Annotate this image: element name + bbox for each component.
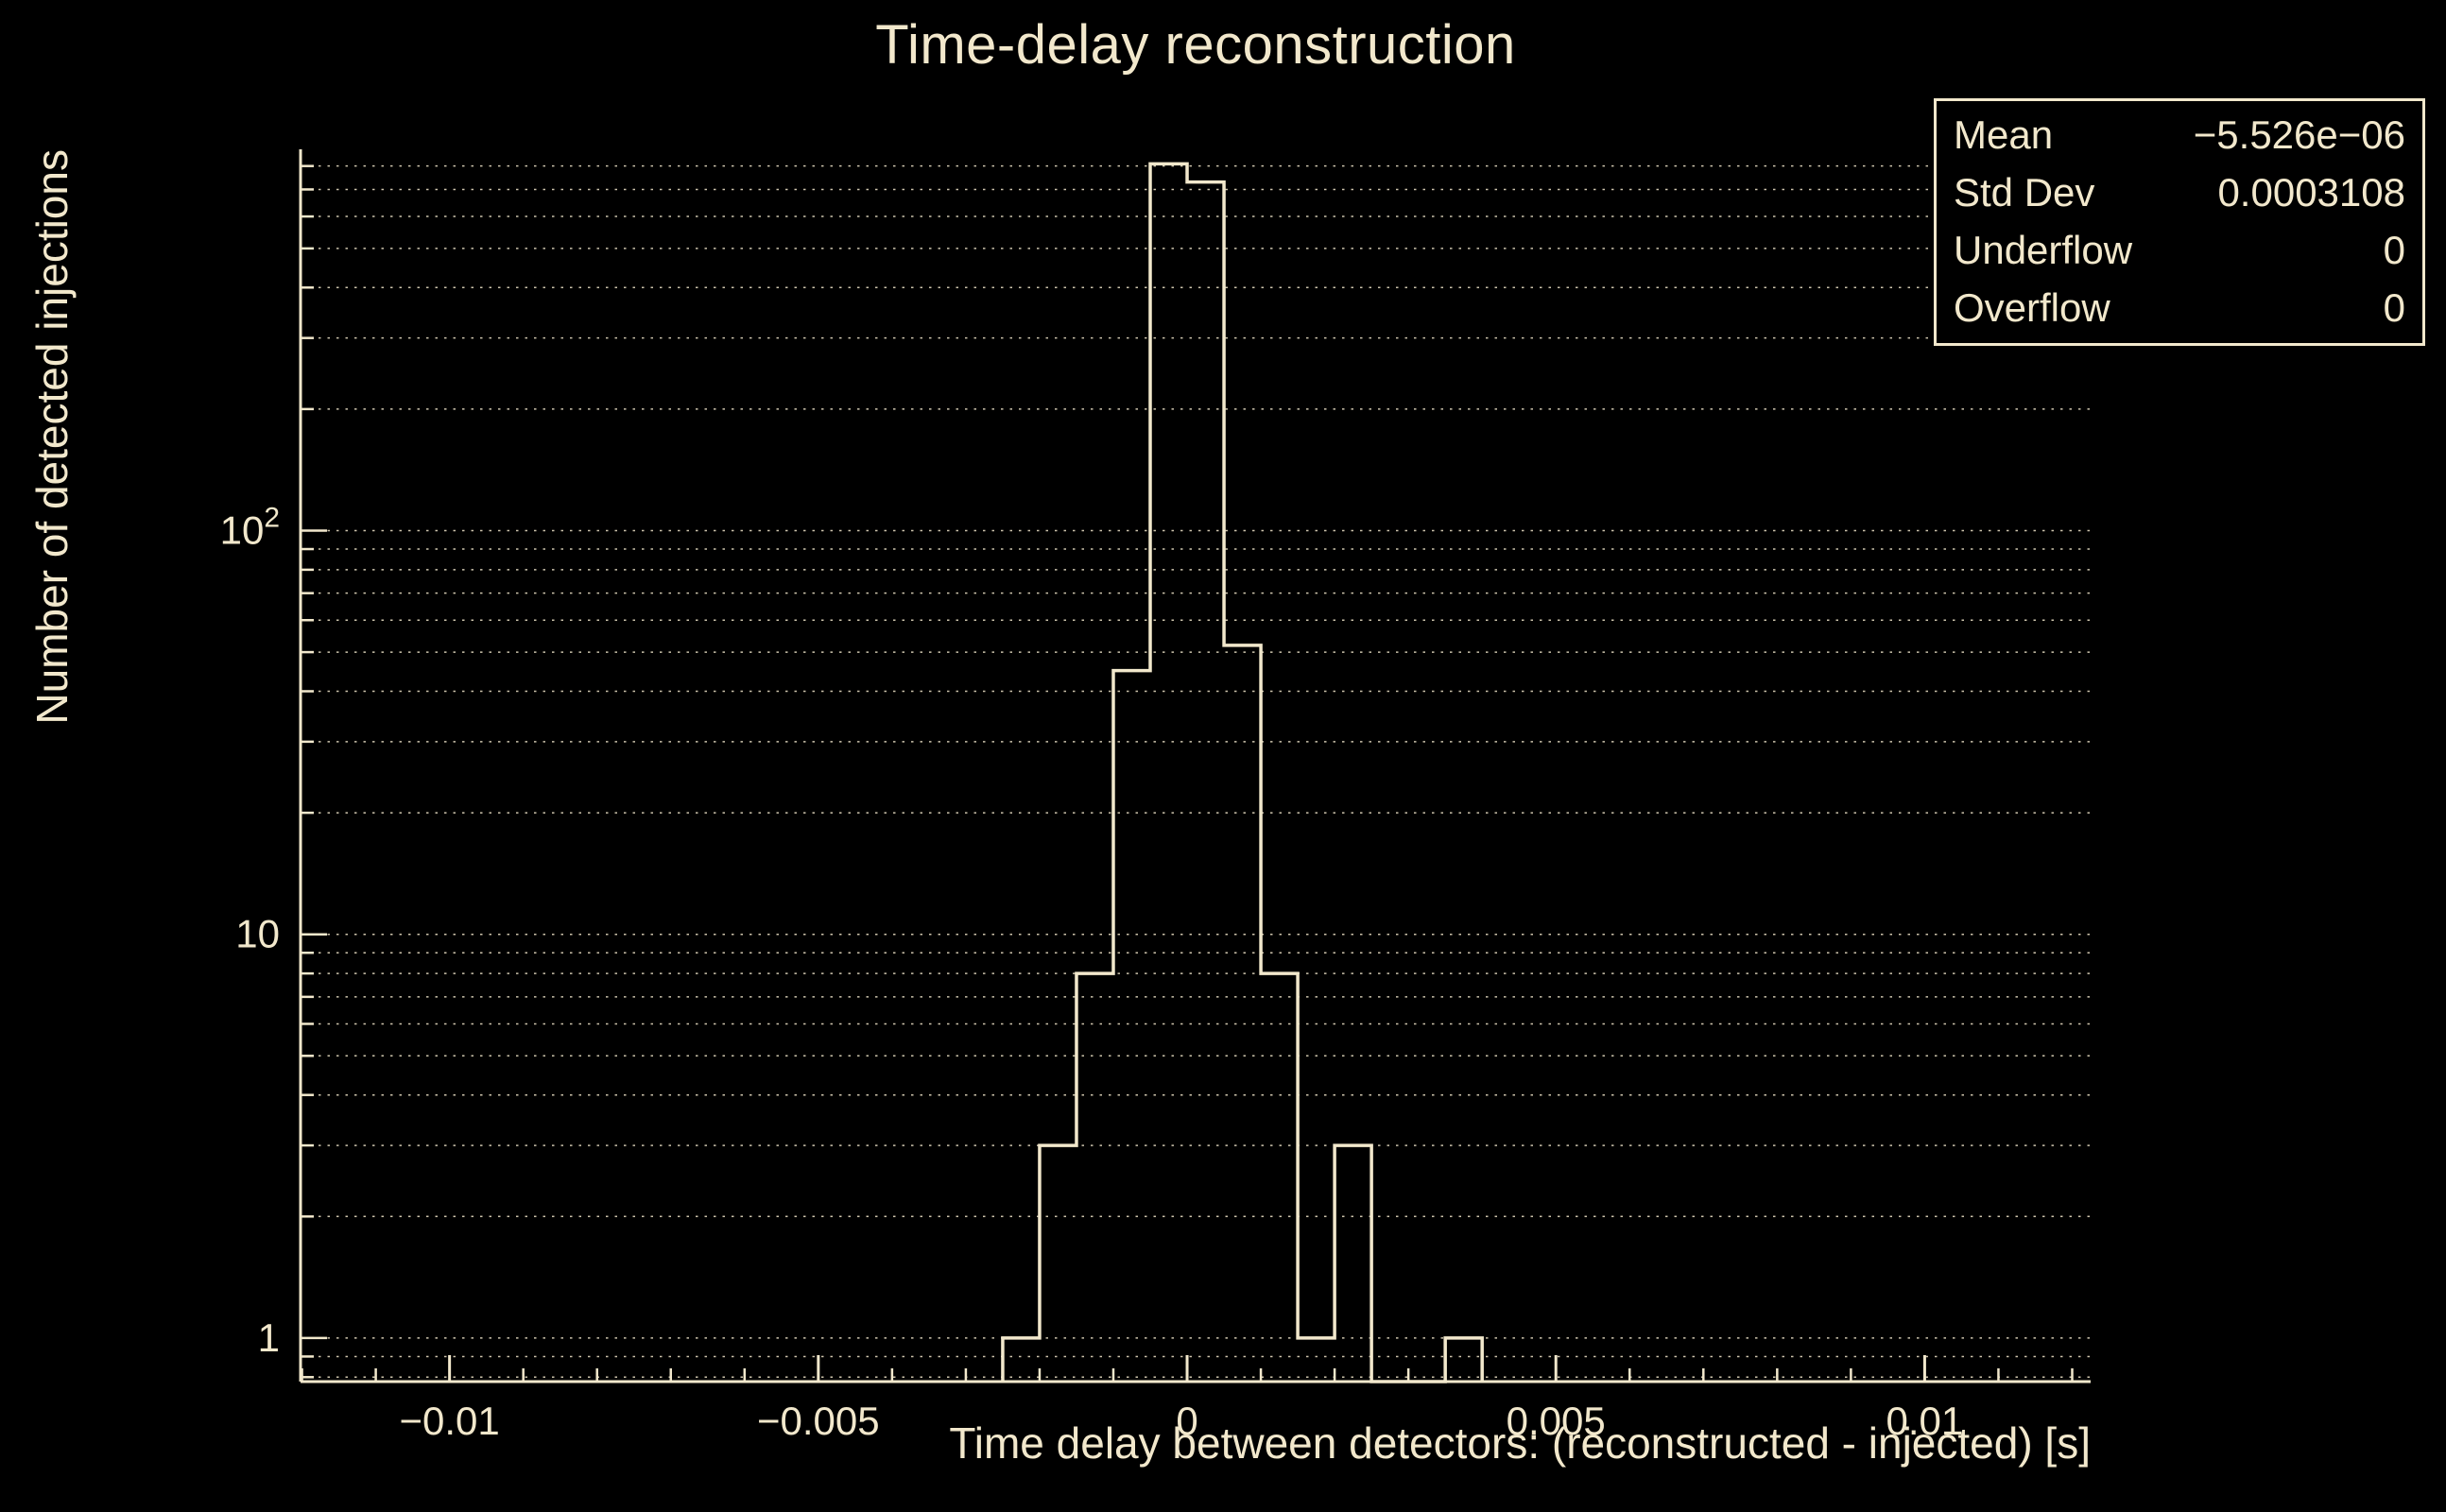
x-tick-label: 0.01 xyxy=(1886,1399,1964,1443)
stats-row-stddev: Std Dev 0.0003108 xyxy=(1954,169,2405,216)
axes xyxy=(299,149,2091,1383)
stat-value: −5.526e−06 xyxy=(2193,112,2405,158)
stats-row-underflow: Underflow 0 xyxy=(1954,227,2405,274)
x-axis-title: Time delay between detectors: (reconstru… xyxy=(949,1418,2091,1468)
chart-title: Time-delay reconstruction xyxy=(875,14,1516,76)
histogram-series xyxy=(1001,162,1484,1383)
tick-labels: 1 10 102 −0.01 −0.005 0 0.005 0.01 xyxy=(220,502,1964,1443)
y-tick-label: 1 xyxy=(258,1315,280,1360)
stat-value: 0 xyxy=(2383,285,2405,331)
stat-label: Mean xyxy=(1954,112,2054,158)
stat-value: 0 xyxy=(2383,228,2405,273)
x-tick-label: −0.01 xyxy=(399,1399,499,1443)
x-tick-label: 0.005 xyxy=(1507,1399,1606,1443)
x-tick-label: −0.005 xyxy=(757,1399,880,1443)
histogram-line xyxy=(1001,162,1484,1383)
stat-value: 0.0003108 xyxy=(2217,170,2405,215)
y-tick-label: 10 xyxy=(235,912,280,956)
stat-label: Overflow xyxy=(1954,285,2110,331)
y-axis-title: Number of detected injections xyxy=(27,149,77,725)
stat-label: Std Dev xyxy=(1954,170,2095,215)
x-tick-label: 0 xyxy=(1176,1399,1197,1443)
grid-lines xyxy=(301,164,2091,1379)
stat-label: Underflow xyxy=(1954,228,2133,273)
stats-box: Mean −5.526e−06 Std Dev 0.0003108 Underf… xyxy=(1934,98,2425,346)
stats-row-mean: Mean −5.526e−06 xyxy=(1954,112,2405,159)
y-tick-label: 102 xyxy=(220,502,280,552)
stats-row-overflow: Overflow 0 xyxy=(1954,284,2405,332)
tick-marks xyxy=(301,164,2074,1382)
